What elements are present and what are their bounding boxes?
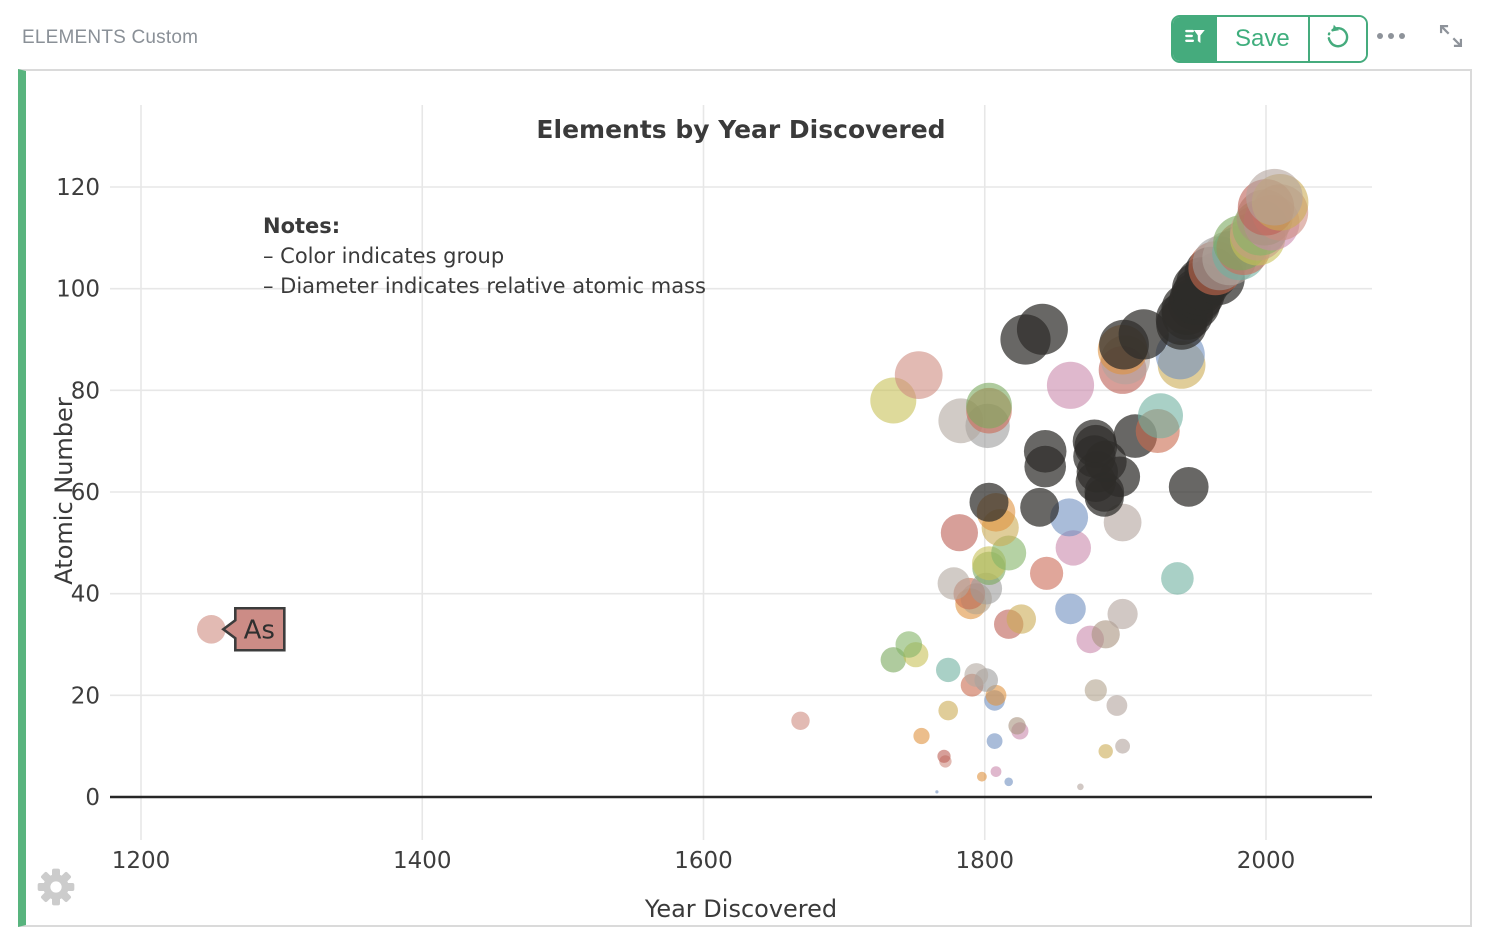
note-line: – Diameter indicates relative atomic mas…	[263, 274, 706, 298]
save-button-group: Save	[1171, 15, 1368, 63]
filter-button[interactable]	[1173, 17, 1217, 61]
svg-text:1400: 1400	[393, 848, 452, 874]
element-bubble-Cr[interactable]	[964, 663, 989, 687]
element-bubble-Bi[interactable]	[894, 351, 943, 399]
annotation-label-box[interactable]	[221, 606, 286, 652]
chart-card: Elements by Year Discovered Notes: – Colo…	[18, 69, 1472, 927]
element-bubble-O[interactable]	[937, 749, 951, 763]
element-bubbles[interactable]	[197, 168, 1309, 794]
element-bubble-Ru[interactable]	[1030, 556, 1064, 590]
element-bubble-As[interactable]	[197, 615, 226, 644]
element-bubble-Li[interactable]	[1004, 777, 1013, 787]
note-line: – Color indicates group	[263, 244, 505, 268]
element-bubble-Mo[interactable]	[937, 567, 970, 600]
element-bubble-Ge[interactable]	[1091, 620, 1120, 649]
element-bubble-U[interactable]	[1016, 303, 1068, 355]
element-bubble-Pm[interactable]	[1168, 467, 1209, 507]
bubble-plot-canvas[interactable]: 0 20 40 60 80 100 120 1200 1400 1600 1800 2000 As	[26, 71, 1470, 925]
note-line: Notes:	[263, 214, 341, 238]
svg-text:20: 20	[71, 683, 100, 709]
element-bubble-Kr[interactable]	[1107, 598, 1138, 630]
element-bubble-Cs[interactable]	[1050, 498, 1089, 537]
refresh-button[interactable]	[1309, 17, 1366, 61]
save-button-label: Save	[1235, 25, 1290, 52]
element-bubble-Rb[interactable]	[1055, 593, 1086, 625]
refresh-icon	[1323, 22, 1353, 57]
element-bubble-Tc[interactable]	[1161, 562, 1194, 595]
expand-icon	[1437, 22, 1465, 55]
more-options-icon	[1375, 28, 1409, 46]
svg-text:1800: 1800	[955, 848, 1014, 874]
element-bubble-Ar[interactable]	[1106, 695, 1128, 716]
element-bubble-La[interactable]	[1020, 487, 1059, 527]
x-axis-title: Year Discovered	[644, 895, 838, 923]
annotation-as[interactable]: As	[221, 606, 286, 652]
gridlines	[110, 105, 1372, 840]
svg-text:1600: 1600	[674, 848, 733, 874]
svg-text:40: 40	[71, 582, 100, 608]
save-button[interactable]: Save	[1217, 17, 1308, 61]
element-bubble-F[interactable]	[1098, 744, 1113, 759]
svg-text:1200: 1200	[112, 848, 171, 874]
element-bubble-Na[interactable]	[986, 733, 1003, 749]
tick-labels: 0 20 40 60 80 100 120 1200 1400 1600 1800 2000	[56, 175, 1295, 874]
element-bubble-Te[interactable]	[940, 514, 979, 552]
element-bubble-Mg[interactable]	[913, 727, 930, 745]
element-bubble-Sc[interactable]	[1084, 679, 1107, 702]
element-bubble-He[interactable]	[1077, 783, 1084, 791]
element-bubble-Ne[interactable]	[1115, 738, 1130, 754]
expand-button[interactable]	[1434, 22, 1468, 54]
chart-notes: Notes: – Color indicates group – Diameter …	[263, 211, 706, 301]
annotation-label-text: As	[244, 615, 275, 645]
filter-funnel-icon	[1182, 24, 1208, 55]
svg-text:60: 60	[71, 480, 100, 506]
chart-title: Elements by Year Discovered	[536, 115, 946, 144]
element-bubble-Tl[interactable]	[1046, 361, 1095, 409]
element-bubble-Yb[interactable]	[1072, 419, 1117, 463]
svg-text:120: 120	[56, 175, 100, 201]
element-bubble-B[interactable]	[990, 766, 1002, 777]
svg-text:2000: 2000	[1237, 848, 1296, 874]
y-axis-title: Atomic Number	[50, 397, 78, 585]
element-bubble-Br[interactable]	[1006, 604, 1036, 634]
chart-area: Elements by Year Discovered Notes: – Colo…	[26, 71, 1470, 925]
report-title: ELEMENTS Custom	[22, 27, 199, 48]
element-bubble-P[interactable]	[791, 711, 810, 730]
element-bubble-Mn[interactable]	[936, 657, 961, 683]
element-bubble-In[interactable]	[1055, 530, 1092, 566]
gear-icon	[36, 868, 76, 911]
element-bubble-Ce[interactable]	[969, 482, 1009, 522]
element-bubble-H[interactable]	[935, 790, 939, 794]
element-bubble-Ir[interactable]	[966, 382, 1012, 429]
more-options-button[interactable]	[1374, 24, 1410, 50]
svg-text:80: 80	[71, 378, 100, 404]
button-divider	[1307, 17, 1310, 61]
element-bubble-Si[interactable]	[1008, 717, 1026, 735]
chart-settings-button[interactable]	[36, 867, 76, 911]
svg-text:0: 0	[85, 785, 100, 811]
element-bubble-Re[interactable]	[1138, 393, 1183, 439]
element-bubble-Cl[interactable]	[938, 700, 958, 721]
svg-text:100: 100	[56, 277, 100, 303]
element-bubble-Zn[interactable]	[895, 631, 923, 658]
element-bubble-Og[interactable]	[1246, 168, 1303, 226]
element-bubble-Be[interactable]	[977, 771, 987, 782]
element-bubble-Er[interactable]	[1023, 430, 1067, 473]
